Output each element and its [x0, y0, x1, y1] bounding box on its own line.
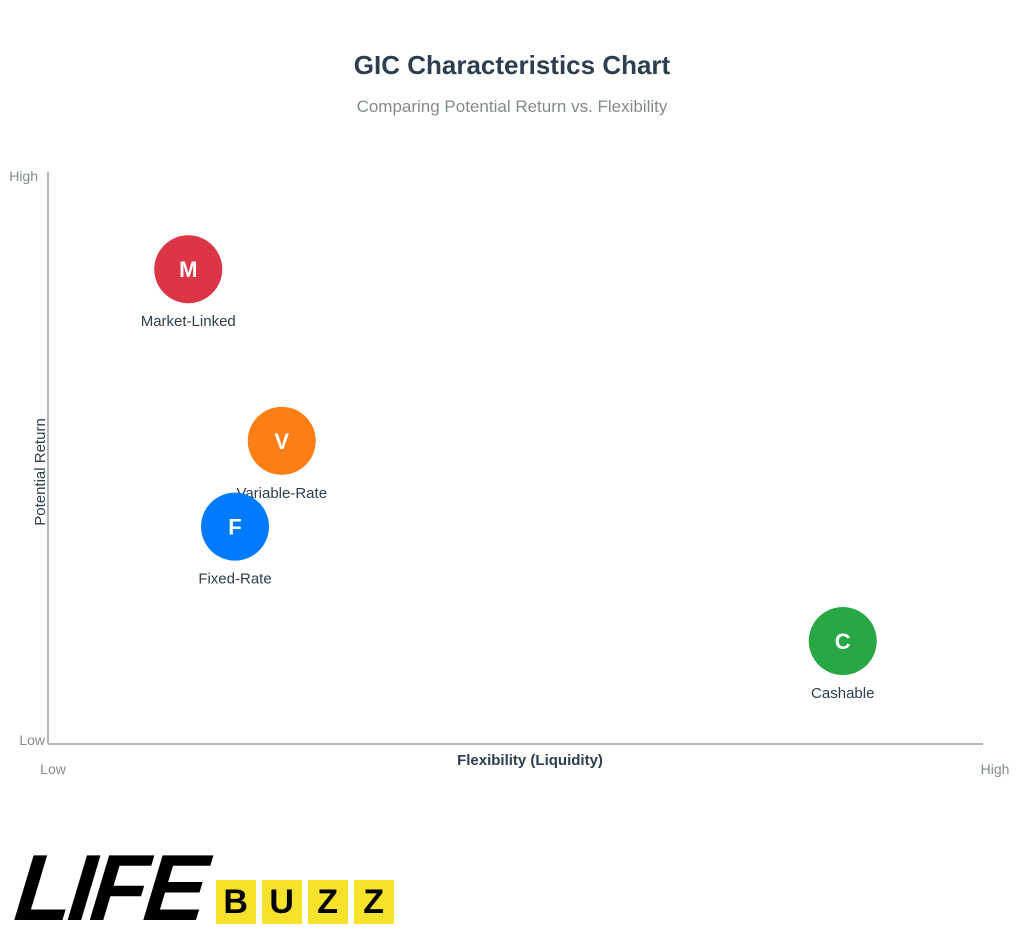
- data-points: M Market-Linked V Variable-Rate F Fixed-Rate C…: [141, 235, 877, 702]
- y-tick-low: Low: [19, 732, 46, 748]
- logo-letter: Z: [353, 880, 394, 924]
- point-marker: [201, 492, 269, 561]
- point-market-linked: M Market-Linked: [141, 235, 236, 330]
- logo-letter: B: [215, 880, 256, 924]
- y-tick-high: High: [9, 168, 38, 184]
- point-marker-letter: M: [179, 257, 197, 282]
- logo-letter: Z: [307, 880, 348, 924]
- chart-title: GIC Characteristics Chart: [353, 50, 671, 80]
- point-marker: [247, 406, 316, 475]
- logo-buzz-badges: B U Z Z: [215, 880, 400, 924]
- point-marker: [808, 607, 877, 676]
- x-tick-low: Low: [40, 761, 67, 777]
- point-fixed-rate: F Fixed-Rate: [198, 492, 272, 588]
- chart-subtitle: Comparing Potential Return vs. Flexibili…: [356, 97, 668, 116]
- point-marker-letter: F: [228, 515, 241, 540]
- point-label: Variable-Rate: [236, 485, 327, 502]
- point-cashable: C Cashable: [808, 607, 877, 702]
- point-label: Fixed-Rate: [198, 571, 271, 588]
- point-variable-rate: V Variable-Rate: [236, 406, 327, 502]
- logo-letter: U: [261, 880, 302, 924]
- point-marker-letter: C: [835, 629, 851, 654]
- scatter-plot: High Low Low High Flexibility (Liquidity…: [9, 168, 1010, 777]
- lifebuzz-logo: LIFE B U Z Z: [11, 835, 400, 940]
- x-axis-label: Flexibility (Liquidity): [457, 752, 603, 769]
- x-tick-high: High: [981, 761, 1010, 777]
- point-label: Market-Linked: [141, 313, 236, 330]
- point-marker-letter: V: [274, 429, 289, 454]
- point-marker: [154, 235, 223, 304]
- logo-word-life: LIFE: [10, 835, 210, 940]
- point-label: Cashable: [811, 685, 874, 702]
- y-axis-label: Potential Return: [32, 418, 49, 526]
